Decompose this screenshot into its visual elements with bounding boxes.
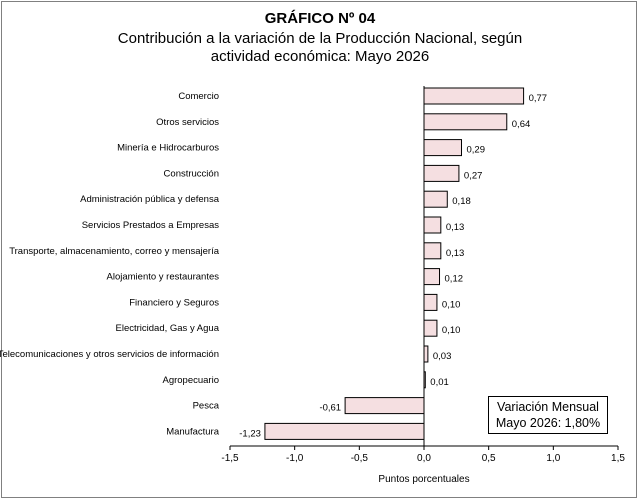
- category-label: Agropecuario: [162, 375, 219, 386]
- bar: [264, 422, 425, 440]
- note-line1: Variación Mensual: [497, 400, 599, 414]
- x-tick-label: 0,5: [482, 453, 496, 464]
- bar: [423, 190, 448, 208]
- value-label: 0,18: [452, 196, 471, 207]
- value-label: 0,29: [467, 145, 486, 156]
- x-tick-label: 1,5: [611, 453, 625, 464]
- category-label: Otros servicios: [156, 117, 219, 128]
- bar: [423, 268, 441, 286]
- bar: [423, 345, 429, 363]
- x-tick-label: -1,5: [221, 453, 239, 464]
- category-label: Transporte, almacenamiento, correo y men…: [9, 246, 220, 257]
- category-label: Construcción: [164, 168, 219, 179]
- bar: [423, 164, 460, 182]
- bar: [344, 397, 425, 415]
- x-tick-label: 1,0: [546, 453, 560, 464]
- chart-title-line2: actividad económica: Mayo 2026: [210, 48, 430, 65]
- category-label: Comercio: [178, 91, 219, 102]
- value-label: 0,10: [442, 325, 461, 336]
- note-line2: Mayo 2026: 1,80%: [495, 416, 601, 430]
- chart-label: GRÁFICO Nº 04: [264, 10, 376, 27]
- category-label: Alojamiento y restaurantes: [107, 272, 220, 283]
- bar: [423, 216, 442, 234]
- category-label: Pesca: [193, 401, 220, 412]
- category-label: Telecomunicaciones y otros servicios de …: [0, 349, 219, 360]
- value-label: 0,12: [445, 274, 464, 285]
- bar: [423, 87, 525, 105]
- value-label: -0,61: [319, 403, 341, 414]
- category-label: Administración pública y defensa: [80, 194, 220, 205]
- value-label: 0,13: [446, 248, 465, 259]
- value-label: 0,10: [442, 299, 461, 310]
- category-label: Electricidad, Gas y Agua: [116, 323, 220, 334]
- monthly-variation-box: Variación Mensual Mayo 2026: 1,80%: [488, 396, 608, 434]
- x-tick-label: 0,0: [417, 453, 431, 464]
- x-tick-label: -1,0: [286, 453, 304, 464]
- chart-title-line1: Contribución a la variación de la Produc…: [117, 30, 523, 47]
- category-label: Minería e Hidrocarburos: [117, 143, 219, 154]
- x-tick-label: -0,5: [351, 453, 369, 464]
- value-label: 0,27: [464, 170, 483, 181]
- value-label: 0,01: [430, 377, 449, 388]
- category-label: Manufactura: [166, 426, 220, 437]
- bar: [423, 242, 442, 260]
- bar: [423, 371, 426, 389]
- bar: [423, 139, 463, 157]
- bar: [423, 293, 438, 311]
- value-label: 0,13: [446, 222, 465, 233]
- value-label: 0,64: [512, 119, 530, 130]
- category-label: Financiero y Seguros: [129, 297, 219, 308]
- category-label: Servicios Prestados a Empresas: [82, 220, 220, 231]
- bar: [423, 113, 508, 131]
- value-label: 0,03: [433, 351, 452, 362]
- bar: [423, 319, 438, 337]
- value-label: -1,23: [239, 428, 261, 439]
- x-axis-label: Puntos porcentuales: [378, 474, 469, 485]
- value-label: 0,77: [529, 93, 548, 104]
